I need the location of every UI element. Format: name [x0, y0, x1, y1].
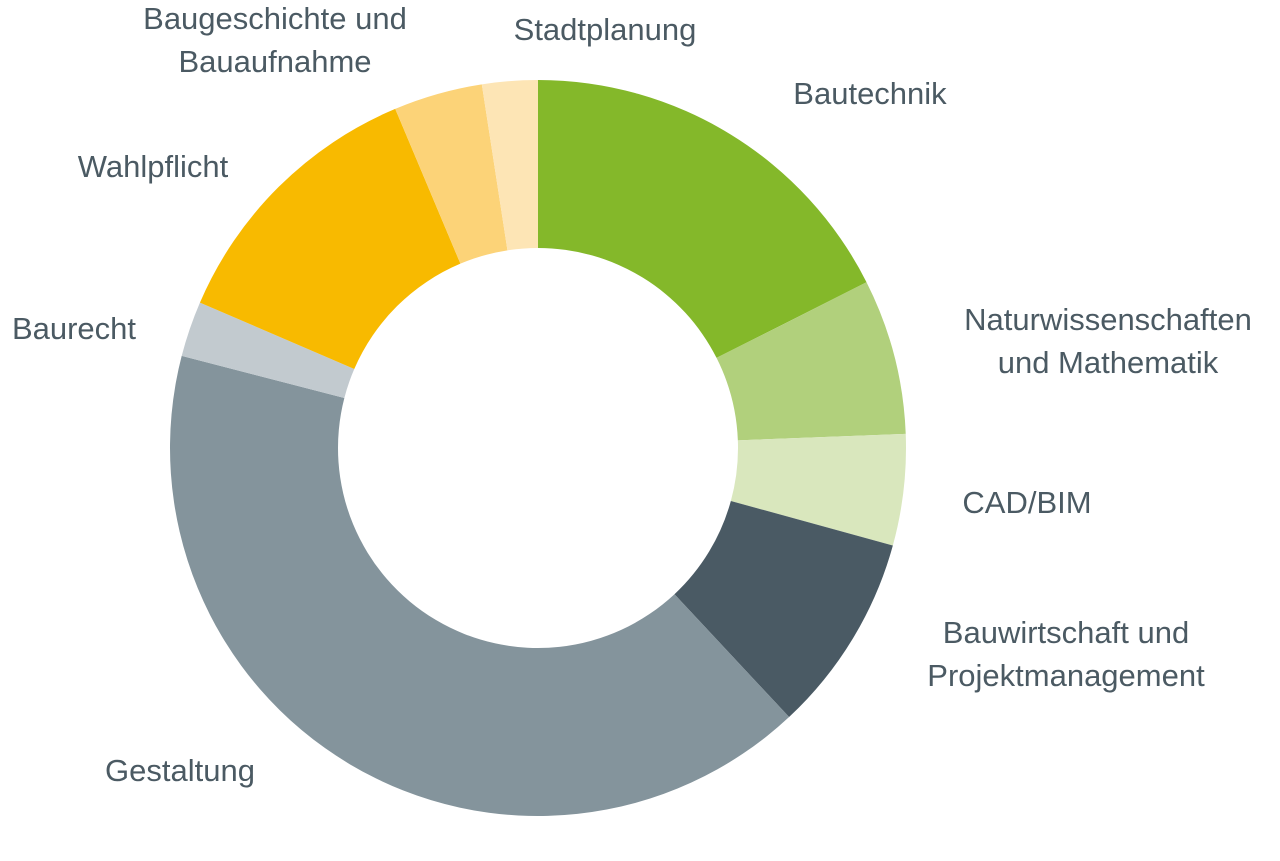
slice-label-line: Naturwissenschaften [964, 302, 1252, 337]
slice-label-line: und Mathematik [998, 345, 1219, 380]
slice-label-wahlpflicht: Wahlpflicht [78, 149, 229, 184]
slice-label-line: Bautechnik [793, 76, 947, 111]
slice-label-line: Baugeschichte und [143, 1, 407, 36]
slice-baurecht [181, 302, 355, 398]
slice-label-line: Baurecht [12, 311, 136, 346]
slice-label-line: Projektmanagement [927, 658, 1205, 693]
slice-label-line: Wahlpflicht [78, 149, 229, 184]
slice-label-cad-bim: CAD/BIM [962, 485, 1091, 520]
slice-label-stadtplanung: Stadtplanung [514, 12, 697, 47]
slice-wahlpflicht [199, 108, 461, 369]
slice-label-baurecht: Baurecht [12, 311, 136, 346]
slice-naturwissenschaften-und-mathematik [716, 282, 906, 441]
slice-cad-bim [730, 433, 907, 546]
label-group: Bautechnik Naturwissenschaften und Mathema… [12, 1, 1252, 788]
slice-label-gestaltung: Gestaltung [105, 753, 255, 788]
slice-label-baugeschichte-und-bauaufnahme: Baugeschichte und Bauaufnahme [143, 1, 407, 79]
slice-label-line: Stadtplanung [514, 12, 697, 47]
slice-group [169, 80, 907, 817]
slice-label-naturwissenschaften-und-mathematik: Naturwissenschaften und Mathematik [964, 302, 1252, 380]
slice-baugeschichte-und-bauaufnahme [395, 84, 508, 264]
slice-bautechnik [538, 80, 867, 358]
slice-label-line: Bauwirtschaft und [943, 615, 1189, 650]
slice-label-bauwirtschaft-und-projektmanagement: Bauwirtschaft und Projektmanagement [927, 615, 1205, 693]
slice-label-bautechnik: Bautechnik [793, 76, 947, 111]
slice-bauwirtschaft-und-projektmanagement [674, 500, 893, 718]
slice-gestaltung [169, 355, 790, 817]
slice-label-line: CAD/BIM [962, 485, 1091, 520]
slice-label-line: Gestaltung [105, 753, 255, 788]
slice-stadtplanung [481, 80, 538, 251]
slice-label-line: Bauaufnahme [178, 44, 371, 79]
